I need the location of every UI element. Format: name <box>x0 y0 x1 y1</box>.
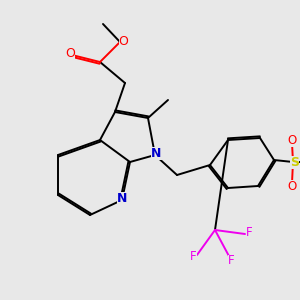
Text: O: O <box>287 179 297 193</box>
Text: O: O <box>66 47 75 60</box>
Text: O: O <box>287 134 297 146</box>
Text: N: N <box>117 192 127 205</box>
Text: F: F <box>190 250 197 263</box>
Text: F: F <box>246 226 253 239</box>
Text: N: N <box>151 147 162 160</box>
Text: O: O <box>119 35 128 48</box>
Text: S: S <box>290 155 299 169</box>
Text: F: F <box>228 254 235 268</box>
